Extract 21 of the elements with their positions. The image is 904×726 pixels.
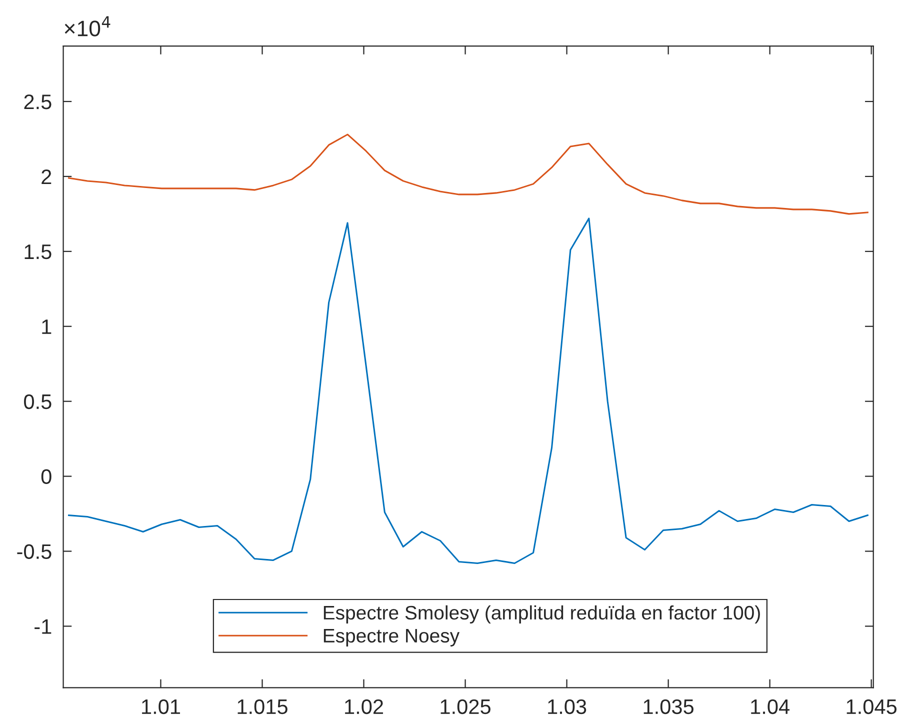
y-tick-label: -1: [34, 619, 52, 634]
x-tick-label: 1.015: [238, 699, 288, 714]
x-tick-label: 1.045: [846, 699, 897, 714]
y-tick-label: 2.5: [24, 94, 52, 110]
legend-label: Espectre Smolesy (amplitud reduïda en factor 100): [324, 605, 760, 624]
y-tick-label: 1.5: [24, 244, 52, 260]
text: ×10$^{4}$: [64, 16, 110, 36]
x-tick-label: 1.035: [644, 699, 694, 714]
legend-label: Espectre Noesy: [324, 629, 460, 646]
x-tick-label: 1.03: [548, 699, 586, 714]
x-tick-label: 1.025: [440, 699, 490, 714]
y-tick-label: 1: [42, 320, 52, 334]
x-tick-label: 1.02: [345, 699, 383, 714]
line-series: [68, 218, 868, 564]
y-tick-label: 0: [41, 469, 52, 484]
line-series: [68, 134, 868, 215]
y-tick-label: -0.5: [17, 544, 52, 559]
x-tick-label: 1.01: [142, 699, 180, 714]
y-tick-label: 0.5: [24, 394, 52, 410]
y-tick-label: 2: [42, 169, 52, 184]
x-tick-label: 1.04: [751, 699, 790, 714]
